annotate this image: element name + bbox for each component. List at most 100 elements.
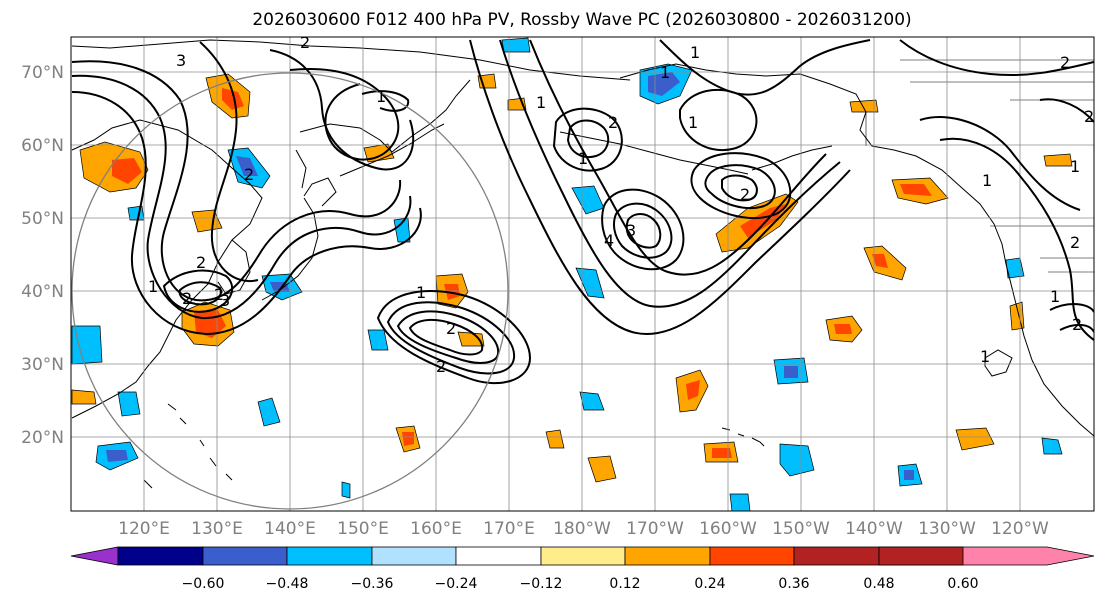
lon-tick-label: 120°W	[991, 519, 1049, 539]
cold-anomaly-blob	[341, 481, 351, 499]
pv-contour-line	[162, 269, 234, 313]
alaska-coast	[619, 63, 1094, 437]
pv-anomaly-fills	[71, 37, 1073, 511]
contour-label: 2	[214, 285, 224, 304]
pv-contour-line	[178, 281, 222, 306]
lon-tick-label: 150°E	[337, 519, 389, 539]
contour-label: 2	[196, 253, 206, 272]
warm-anomaly-core	[900, 184, 932, 196]
cold-anomaly-core	[904, 470, 914, 480]
map-panel: 3 2 1 2 1 2 1 2 2 1 2 3 4 1 1 2 1 2 2 1	[70, 33, 1095, 512]
colorbar-tick-label: −0.12	[520, 576, 563, 592]
cold-anomaly-core	[236, 156, 258, 176]
contour-label: 1	[376, 87, 386, 106]
gridlines	[71, 37, 1094, 511]
contour-label: 1	[1050, 287, 1060, 306]
contour-label: 1	[660, 63, 670, 82]
cold-anomaly-blob	[257, 397, 281, 427]
lon-tick-label: 170°W	[626, 519, 684, 539]
lat-tick-label: 20°N	[21, 428, 64, 448]
colorbar-tick-label: −0.24	[435, 576, 478, 592]
lat-tick-label: 60°N	[21, 136, 64, 156]
pv-contour-line	[376, 290, 532, 385]
cold-anomaly-blob	[367, 329, 389, 351]
contour-label: 3	[626, 221, 636, 240]
pv-contour-line	[625, 213, 662, 249]
warm-anomaly-core	[402, 432, 414, 446]
pv-contour-line	[552, 107, 623, 172]
cold-anomaly-blob	[71, 325, 103, 365]
pv-contour-line	[396, 310, 500, 364]
contour-label: 3	[220, 291, 230, 310]
warm-anomaly-core	[712, 448, 732, 458]
warm-anomaly-core	[222, 88, 244, 110]
colorbar-swatch	[878, 546, 964, 566]
cold-anomaly-blob	[393, 217, 411, 243]
colorbar-swatch	[709, 546, 795, 566]
pv-contour-line	[721, 174, 758, 202]
influence-radius-circle	[71, 72, 509, 510]
pv-contours	[71, 39, 1094, 385]
pv-contour-line	[469, 39, 851, 335]
colorbar-swatch	[371, 546, 457, 566]
pv-contour-line	[899, 39, 1094, 77]
contour-label: 3	[176, 51, 186, 70]
lon-tick-label: 150°W	[772, 519, 830, 539]
warm-anomaly-blob	[955, 427, 995, 451]
pv-contour-line	[601, 188, 685, 271]
pv-contour-line	[386, 301, 516, 375]
colorbar-swatch	[202, 546, 288, 566]
colorbar-tick-label: −0.36	[351, 576, 394, 592]
lon-tick-label: 130°W	[918, 519, 976, 539]
contour-labels: 3 2 1 2 1 2 1 2 2 1 2 3 4 1 1 2 1 2 2 1	[148, 33, 1094, 376]
colorbar-tick-label: 0.60	[947, 576, 978, 592]
contour-label: 1	[982, 171, 992, 190]
cold-anomaly-blob	[779, 443, 815, 477]
contour-label: 4	[604, 231, 614, 250]
cold-anomaly-core	[106, 450, 128, 462]
colorbar-swatch	[540, 546, 626, 566]
pv-contour-line	[919, 116, 1081, 211]
warm-anomaly-core	[872, 254, 888, 268]
warm-anomaly-blob	[457, 331, 485, 347]
contour-label: 1	[148, 277, 158, 296]
pv-contour-line	[679, 88, 758, 151]
warm-anomaly-blob	[545, 429, 565, 449]
contour-label: 2	[1084, 107, 1094, 126]
colorbar-tick-label: −0.48	[266, 576, 309, 592]
colorbar-tick-label: −0.60	[182, 576, 225, 592]
warm-anomaly-core	[686, 380, 700, 400]
contour-label: 1	[980, 347, 990, 366]
colorbar-tick-label: 0.24	[694, 576, 725, 592]
contour-label: 1	[690, 43, 700, 62]
contour-label: 2	[244, 165, 254, 184]
pv-contour-line	[71, 91, 422, 336]
siberia-arctic-coast	[71, 39, 631, 81]
lon-tick-label: 180°W	[553, 519, 611, 539]
warm-anomaly-core	[834, 324, 852, 334]
lon-tick-label: 160°E	[410, 519, 462, 539]
contour-label: 1	[688, 113, 698, 132]
kamchatka-coast	[299, 79, 471, 153]
pv-contour-line	[939, 137, 1094, 341]
lon-tick-label: 140°W	[845, 519, 903, 539]
pv-contour-line	[71, 74, 412, 320]
colorbar-swatch	[286, 546, 373, 566]
cold-anomaly-blob	[1005, 257, 1025, 279]
latitude-labels: 70°N 60°N 50°N 40°N 30°N 20°N	[21, 63, 64, 448]
figure-title: 2026030600 F012 400 hPa PV, Rossby Wave …	[252, 10, 911, 30]
pv-contour-line	[289, 68, 400, 161]
contour-label: 2	[300, 33, 310, 52]
lon-tick-label: 120°E	[118, 519, 170, 539]
colorbar-tick-label: 0.48	[863, 576, 894, 592]
lon-tick-label: 160°W	[699, 519, 757, 539]
contour-label: 1	[416, 283, 426, 302]
contour-label: 2	[608, 113, 618, 132]
colorbar-extend-low	[70, 546, 119, 566]
pv-contour-line	[566, 119, 610, 158]
contour-label: 2	[436, 357, 446, 376]
cold-anomaly-blob	[579, 391, 605, 411]
pv-contour-line	[499, 39, 841, 308]
colorbar-tick-label: 0.36	[778, 576, 809, 592]
aleutian-islands	[559, 131, 749, 175]
